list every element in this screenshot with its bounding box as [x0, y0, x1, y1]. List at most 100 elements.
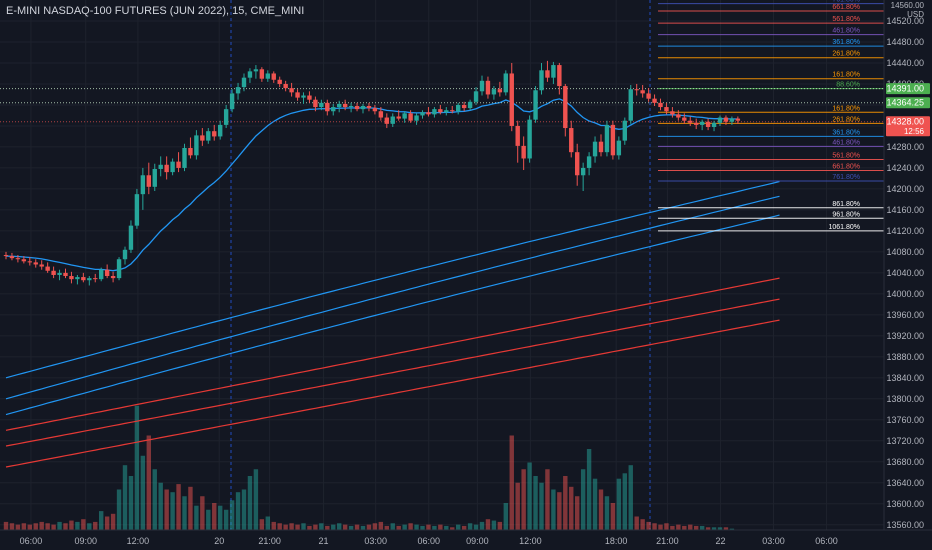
chart-title: E-MINI NASDAQ-100 FUTURES (JUN 2022), 15… — [6, 5, 305, 17]
time-tick-label: 03:00 — [762, 536, 785, 546]
volume-bar — [640, 519, 645, 530]
candle-body — [676, 114, 681, 118]
candle-body — [360, 106, 366, 110]
volume-bar — [551, 489, 556, 530]
volume-bar — [223, 509, 229, 530]
volume-bar — [325, 525, 330, 530]
volume-bar — [634, 516, 639, 530]
candle-body — [456, 104, 461, 112]
volume-bar — [378, 521, 384, 530]
candle-body — [640, 90, 645, 94]
candle-body — [289, 88, 294, 93]
candle-body — [467, 101, 473, 109]
time-tick-label: 12:00 — [127, 536, 150, 546]
candle-body — [21, 259, 27, 262]
volume-bar — [432, 525, 437, 530]
fib-level-label: 461.80% — [832, 28, 860, 35]
fib-level-label: 961.80% — [832, 211, 860, 218]
volume-bar — [461, 525, 467, 530]
price-tick-label: 14040.00 — [886, 268, 924, 278]
price-tick-label: 14200.00 — [886, 184, 924, 194]
volume-bar — [563, 476, 568, 530]
candle-body — [27, 261, 32, 263]
volume-bar — [527, 462, 532, 530]
volume-bar — [63, 523, 68, 530]
volume-bar — [354, 524, 360, 530]
time-tick-label: 06:00 — [815, 536, 838, 546]
candle-body — [735, 118, 741, 121]
candle-body — [331, 107, 336, 112]
candle-body — [229, 93, 235, 110]
volume-bar — [473, 524, 479, 530]
candle-body — [9, 256, 15, 259]
fib-level-label: 861.80% — [832, 201, 860, 208]
candle-body — [586, 156, 592, 168]
candle-body — [652, 98, 657, 103]
candle-body — [545, 70, 550, 78]
volume-bar — [75, 521, 80, 530]
volume-bar — [705, 527, 711, 530]
time-tick-label: 09:00 — [74, 536, 97, 546]
candle-body — [563, 86, 568, 129]
candle-body — [682, 117, 687, 121]
candle-body — [694, 122, 699, 125]
volume-bar — [9, 523, 15, 530]
volume-bar — [485, 519, 491, 530]
volume-bar — [521, 469, 526, 530]
price-tag-bg — [886, 97, 930, 109]
price-tag-bg — [886, 83, 930, 95]
candle-body — [473, 91, 479, 102]
candle-body — [372, 108, 378, 112]
volume-bar — [676, 524, 681, 530]
volume-bar — [646, 521, 651, 530]
candle-body — [170, 161, 175, 173]
candle-body — [515, 125, 520, 146]
volume-bar — [39, 521, 44, 530]
candle-body — [580, 167, 586, 176]
candle-body — [39, 264, 44, 267]
volume-bar — [569, 486, 574, 530]
volume-bar — [580, 469, 586, 530]
candle-body — [348, 106, 354, 108]
candle-body — [450, 110, 455, 112]
volume-bar — [598, 489, 604, 530]
candle-body — [390, 116, 395, 124]
volume-bar — [515, 482, 520, 530]
volume-bar — [99, 511, 104, 530]
candle-body — [271, 73, 276, 80]
volume-bar — [658, 524, 663, 530]
candle-body — [69, 276, 74, 280]
volume-bar — [182, 496, 187, 530]
volume-bar — [152, 469, 157, 530]
volume-bar — [366, 524, 372, 530]
candle-body — [569, 128, 574, 153]
candle-body — [664, 107, 669, 112]
volume-bar — [575, 496, 580, 530]
price-tick-label: 13640.00 — [886, 478, 924, 488]
candle-body — [533, 90, 538, 120]
candle-body — [705, 121, 711, 127]
candle-body — [182, 147, 187, 168]
volume-bar — [688, 524, 693, 530]
volume-bar — [711, 527, 717, 530]
volume-bar — [622, 473, 627, 530]
price-tick-label: 13680.00 — [886, 457, 924, 467]
time-tick-label: 21:00 — [258, 536, 281, 546]
volume-bar — [295, 524, 300, 530]
volume-bar — [21, 523, 27, 530]
volume-bar — [253, 469, 259, 530]
candle-body — [598, 141, 604, 153]
candle-body — [188, 147, 193, 156]
candle-body — [307, 95, 312, 100]
volume-bar — [218, 505, 223, 530]
volume-bar — [200, 496, 205, 530]
volume-bar — [438, 524, 443, 530]
volume-bar — [116, 489, 122, 530]
volume-bar — [509, 435, 514, 530]
volume-bar — [717, 527, 723, 530]
candle-body — [509, 73, 514, 126]
candle-body — [729, 118, 735, 122]
candle-body — [93, 278, 98, 280]
